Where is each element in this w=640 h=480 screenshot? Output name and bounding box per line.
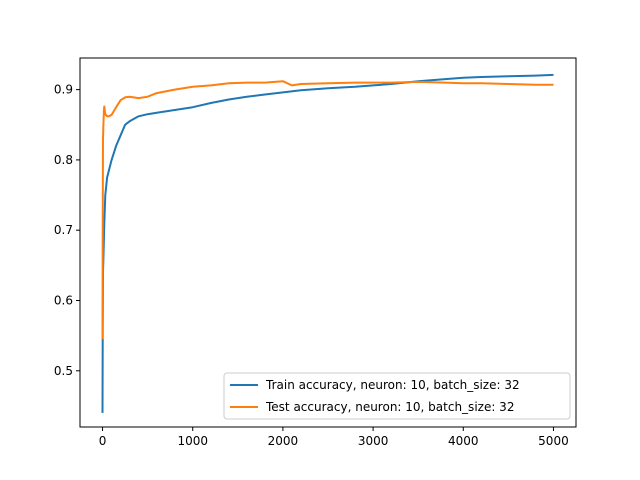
series-line-train xyxy=(101,73,554,413)
legend: Train accuracy, neuron: 10, batch_size: … xyxy=(223,372,571,420)
plot-lines xyxy=(101,73,554,413)
legend-entry-label: Test accuracy, neuron: 10, batch_size: 3… xyxy=(265,400,514,414)
x-tick-label: 3000 xyxy=(358,434,389,448)
axes-frame xyxy=(79,57,577,428)
y-tick-label: 0.9 xyxy=(54,83,73,97)
x-tick-label: 0 xyxy=(99,434,107,448)
x-axis-ticks: 0 1000 2000 3000 4000 5000 xyxy=(99,427,569,448)
x-tick-label: 4000 xyxy=(448,434,479,448)
legend-box xyxy=(223,372,571,420)
y-tick-label: 0.8 xyxy=(54,153,73,167)
x-tick-label: 1000 xyxy=(177,434,208,448)
y-tick-label: 0.7 xyxy=(54,223,73,237)
x-tick-label: 2000 xyxy=(268,434,299,448)
series-line-test xyxy=(101,80,554,340)
y-tick-label: 0.5 xyxy=(54,364,73,378)
y-tick-label: 0.6 xyxy=(54,293,73,307)
y-axis-ticks: 0.5 0.6 0.7 0.8 0.9 xyxy=(54,83,80,378)
legend-entry-label: Train accuracy, neuron: 10, batch_size: … xyxy=(265,378,520,392)
x-tick-label: 5000 xyxy=(538,434,569,448)
